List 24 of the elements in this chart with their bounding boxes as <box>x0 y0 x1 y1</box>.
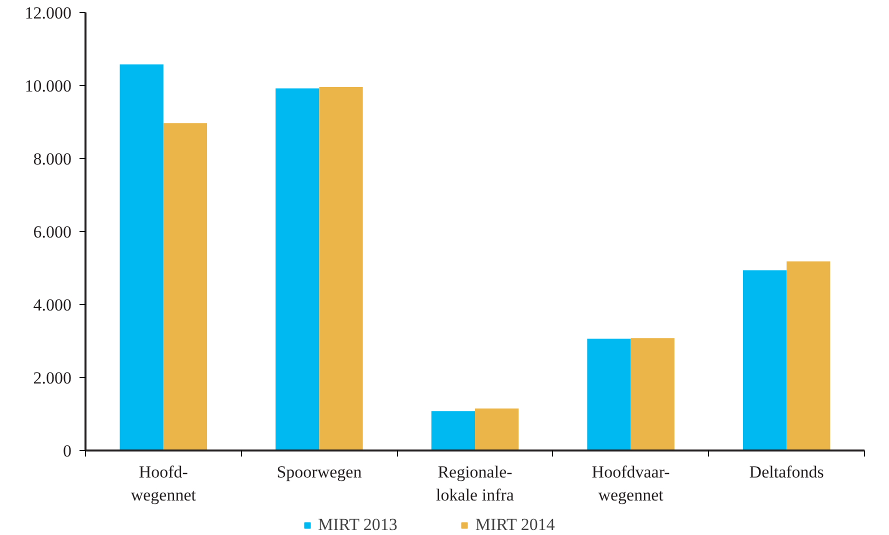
bar <box>630 338 674 450</box>
x-tick-label: Spoorwegen <box>276 462 362 482</box>
y-tick-label: 4.000 <box>33 296 72 314</box>
x-tick-label: Deltafonds <box>749 462 824 482</box>
bar <box>319 86 363 450</box>
y-tick-label: 2.000 <box>33 368 72 388</box>
bar <box>120 64 164 450</box>
bar <box>786 261 830 450</box>
legend-label: MIRT 2014 <box>475 515 555 535</box>
x-tick-label: Hoofd- wegennet <box>130 462 196 504</box>
x-tick-label: Regionale- lokale infra <box>436 462 514 504</box>
bar <box>276 88 320 450</box>
x-tick-label: Hoofdvaar- wegennet <box>592 462 670 504</box>
bar <box>587 338 631 450</box>
bar <box>742 270 787 450</box>
bar <box>431 411 475 450</box>
bar <box>163 123 208 450</box>
y-tick-label: 12.000 <box>24 4 72 22</box>
y-tick-label: 8.000 <box>33 150 72 168</box>
bar <box>475 408 519 450</box>
legend-label: MIRT 2013 <box>318 515 398 535</box>
y-tick-label: 0 <box>63 442 72 460</box>
y-tick-label: 10.000 <box>24 76 72 96</box>
y-tick-label: 6.000 <box>33 222 72 242</box>
